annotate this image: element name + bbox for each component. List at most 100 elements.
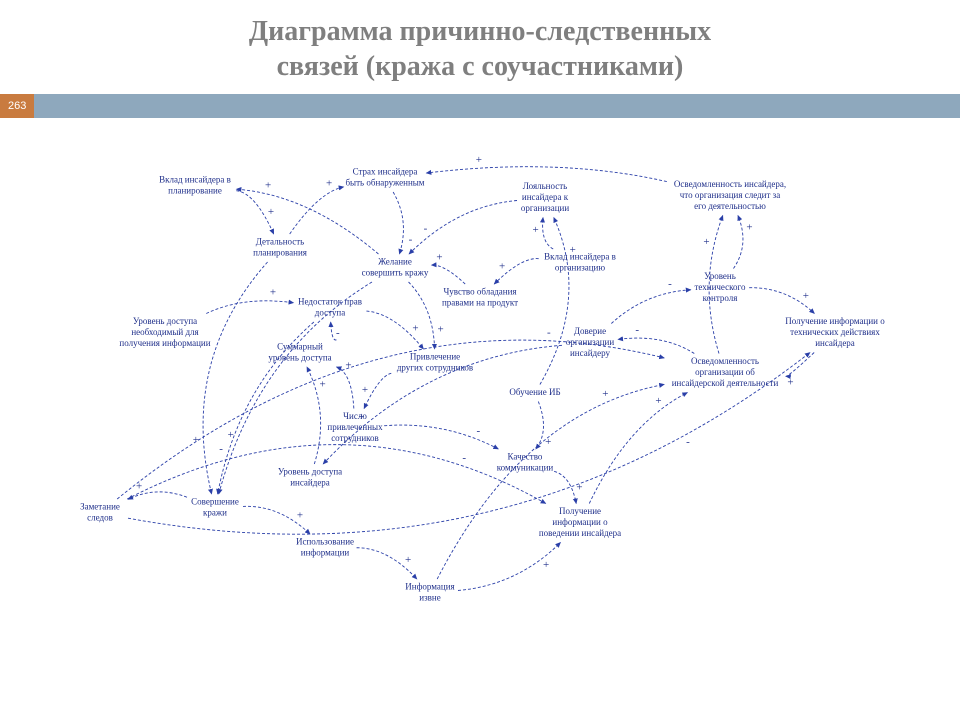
node-label: других сотрудников: [397, 363, 473, 373]
edge: [203, 262, 267, 494]
node-label: Уровень: [704, 271, 736, 281]
node-label: Вклад инсайдера в: [159, 175, 231, 185]
node-label: Детальность: [256, 237, 305, 247]
edge-sign: +: [345, 359, 351, 371]
node-label: инсайдера к: [522, 192, 569, 202]
node-label: технического: [694, 282, 746, 292]
node-label: Совершение: [191, 497, 239, 507]
edge: [409, 282, 435, 349]
diagram-canvas: ++--++++++++-++++++-++-+++-+-++++++---+В…: [0, 118, 960, 678]
diagram-node: Желаниесовершить кражу: [362, 257, 429, 278]
node-label: Использование: [296, 537, 354, 547]
edge-sign: +: [326, 177, 332, 189]
node-label: инсайдера: [815, 338, 855, 348]
diagram-node: Информацияизвне: [405, 582, 454, 603]
edge-sign: -: [686, 436, 690, 448]
edge-sign: +: [319, 379, 325, 391]
edge-sign: -: [409, 234, 413, 246]
node-label: организации: [521, 203, 570, 213]
edge-sign: +: [787, 376, 793, 388]
node-label: планирования: [253, 248, 307, 258]
node-label: необходимый для: [131, 327, 198, 337]
edge-sign: +: [228, 429, 234, 441]
node-label: что организация следит за: [680, 190, 780, 200]
edge-sign: +: [436, 252, 442, 264]
diagram-node: Суммарныйуровень доступа: [268, 342, 331, 363]
title-line-1: Диаграмма причинно-следственных: [249, 16, 711, 47]
edge: [206, 301, 293, 314]
diagram-node: Уровень доступанеобходимый дляполучения …: [119, 316, 210, 348]
edge-sign: +: [576, 482, 582, 494]
edge: [611, 290, 691, 324]
node-label: коммуникации: [497, 463, 554, 473]
header-band: 263: [0, 94, 960, 118]
edge: [589, 393, 687, 504]
node-label: правами на продукт: [442, 298, 518, 308]
node-label: доступа: [315, 308, 345, 318]
node-label: уровень доступа: [268, 353, 331, 363]
edge-sign: +: [655, 395, 661, 407]
edge-sign: -: [547, 327, 551, 339]
node-label: информации о: [552, 517, 608, 527]
node-label: организацию: [555, 263, 606, 273]
node-label: Привлечение: [410, 352, 460, 362]
diagram-node: Числопривлеченныхсотрудников: [327, 411, 383, 443]
node-label: сотрудников: [331, 433, 379, 443]
page-title: Диаграмма причинно-следственных связей (…: [0, 0, 960, 94]
diagram-node: Чувство обладанияправами на продукт: [442, 287, 518, 308]
edge-sign: -: [476, 425, 480, 437]
edge-sign: -: [668, 278, 672, 290]
edge: [128, 492, 187, 499]
diagram-node: Использованиеинформации: [296, 537, 354, 558]
edge-sign: +: [412, 323, 418, 335]
node-label: Качество: [508, 452, 543, 462]
edge: [431, 265, 465, 284]
edge-sign: +: [362, 384, 368, 396]
edge: [733, 216, 743, 269]
node-label: Осведомленность инсайдера,: [674, 179, 786, 189]
diagram-node: Недостаток правдоступа: [298, 297, 362, 318]
node-label: Получение: [559, 506, 601, 516]
edge: [536, 402, 544, 450]
edge-sign: +: [803, 290, 809, 302]
edge: [117, 340, 664, 499]
diagram-node: Уровень доступаинсайдера: [278, 467, 342, 488]
node-label: Осведомленность: [691, 356, 759, 366]
edge-sign: +: [543, 559, 549, 571]
diagram-node: Детальностьпланирования: [253, 237, 307, 258]
edge-sign: +: [297, 509, 303, 521]
node-label: Доверие: [574, 326, 606, 336]
edge-sign: -: [462, 452, 466, 464]
node-label: Заметание: [80, 502, 120, 512]
edge-sign: -: [219, 443, 223, 455]
node-label: Желание: [378, 257, 412, 267]
node-label: контроля: [703, 293, 738, 303]
edge-sign: +: [602, 388, 608, 400]
edge: [554, 471, 576, 503]
edge-sign: +: [268, 206, 274, 218]
edge-sign: -: [336, 327, 340, 339]
causal-loop-diagram: ++--++++++++-++++++-++-+++-+-++++++---+В…: [0, 118, 960, 678]
node-label: совершить кражу: [362, 268, 429, 278]
node-label: инсайдера: [290, 478, 330, 488]
edge: [426, 167, 667, 182]
diagram-node: Страх инсайдерабыть обнаруженным: [345, 167, 424, 188]
node-label: следов: [87, 513, 113, 523]
diagram-node: Вклад инсайдера ворганизацию: [544, 252, 616, 273]
edge-sign: +: [437, 324, 443, 336]
edge: [540, 218, 569, 385]
edge-sign: +: [270, 287, 276, 299]
node-label: Обучение ИБ: [509, 387, 560, 397]
diagram-node: Получение информации отехнических действ…: [785, 316, 885, 348]
edge-sign: -: [424, 223, 428, 235]
edge: [364, 373, 391, 408]
edge-sign: +: [532, 224, 538, 236]
node-label: организации: [566, 337, 615, 347]
node-label: технических действиях: [790, 327, 880, 337]
node-label: поведении инсайдера: [539, 528, 621, 538]
node-label: извне: [419, 593, 440, 603]
edge: [393, 192, 403, 254]
node-label: Чувство обладания: [443, 287, 516, 297]
node-label: получения информации: [119, 338, 210, 348]
diagram-node: Уровеньтехническогоконтроля: [694, 271, 746, 303]
